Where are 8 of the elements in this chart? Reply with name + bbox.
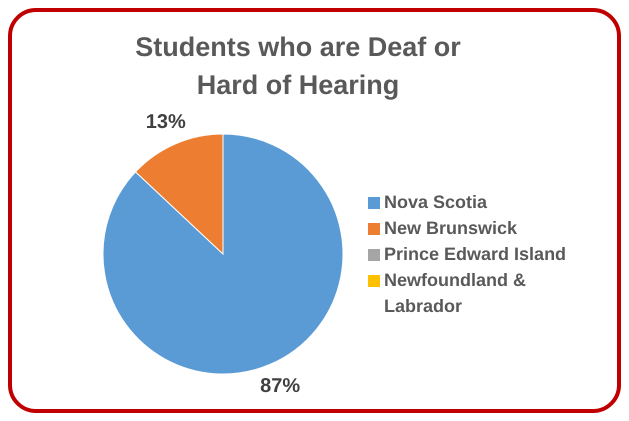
pie-slice	[102, 134, 344, 374]
legend-label: New Brunswick	[384, 217, 518, 240]
data-label: 87%	[260, 375, 300, 398]
data-label: 13%	[146, 110, 186, 133]
legend-label: Nova Scotia	[384, 191, 488, 214]
chart-title: Students who are Deaf or Hard of Hearing	[134, 31, 462, 102]
legend-label: Newfoundland & Labrador	[384, 269, 527, 318]
legend-label: Prince Edward Island	[384, 243, 566, 266]
